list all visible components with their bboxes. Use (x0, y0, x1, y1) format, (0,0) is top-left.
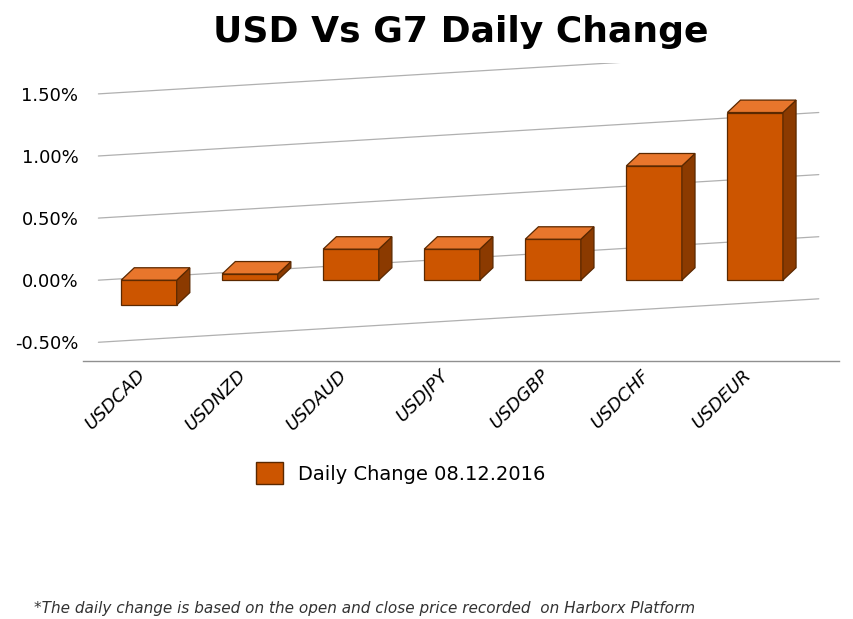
Polygon shape (782, 100, 795, 280)
Bar (222, 274, 277, 280)
Polygon shape (625, 154, 694, 166)
Title: USD Vs G7 Daily Change: USD Vs G7 Daily Change (213, 15, 708, 49)
Bar (525, 239, 580, 280)
Polygon shape (379, 236, 392, 280)
Bar (625, 166, 681, 280)
Text: *The daily change is based on the open and close price recorded  on Harborx Plat: *The daily change is based on the open a… (34, 601, 694, 616)
Polygon shape (580, 227, 594, 280)
Polygon shape (681, 154, 694, 280)
Polygon shape (322, 236, 392, 249)
Polygon shape (525, 227, 594, 239)
Bar (322, 249, 379, 280)
Polygon shape (121, 268, 189, 280)
Bar (121, 280, 177, 305)
Polygon shape (479, 236, 492, 280)
Bar (727, 113, 782, 280)
Polygon shape (222, 262, 291, 274)
Polygon shape (727, 100, 795, 113)
Polygon shape (177, 268, 189, 305)
Polygon shape (424, 236, 492, 249)
Polygon shape (277, 262, 291, 280)
Legend: Daily Change 08.12.2016: Daily Change 08.12.2016 (247, 454, 553, 492)
Bar (424, 249, 479, 280)
